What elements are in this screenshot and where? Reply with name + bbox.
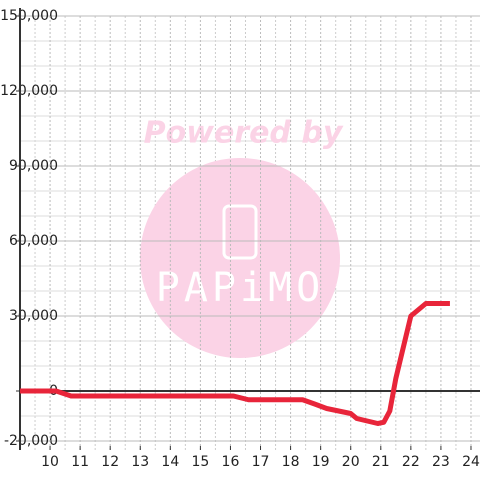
- x-tick-label: 12: [101, 454, 119, 470]
- watermark-brand: PAPiMO: [156, 265, 325, 311]
- x-tick-label: 10: [41, 454, 59, 470]
- line: [20, 301, 450, 426]
- y-tick-label: 60,000: [9, 233, 58, 249]
- x-tick-label: 23: [432, 454, 450, 470]
- x-tick-label: 16: [222, 454, 240, 470]
- x-tick-label: 19: [312, 454, 330, 470]
- x-tick-label: 11: [71, 454, 89, 470]
- y-tick-label: 150,000: [0, 8, 58, 24]
- x-tick-label: 14: [161, 454, 179, 470]
- watermark-icon: [222, 204, 258, 260]
- x-tick-label: 18: [282, 454, 300, 470]
- y-tick-label: 120,000: [0, 83, 58, 99]
- y-tick-label: -20,000: [4, 433, 58, 449]
- x-tick-label: 21: [372, 454, 390, 470]
- x-tick-label: 24: [462, 454, 480, 470]
- y-tick-label: 30,000: [9, 308, 58, 324]
- x-tick-label: 22: [402, 454, 420, 470]
- y-tick-label: 90,000: [9, 158, 58, 174]
- x-tick-label: 13: [131, 454, 149, 470]
- x-tick-label: 17: [252, 454, 270, 470]
- watermark-title: Powered by: [144, 116, 344, 151]
- x-tick-label: 15: [191, 454, 209, 470]
- x-tick-label: 20: [342, 454, 360, 470]
